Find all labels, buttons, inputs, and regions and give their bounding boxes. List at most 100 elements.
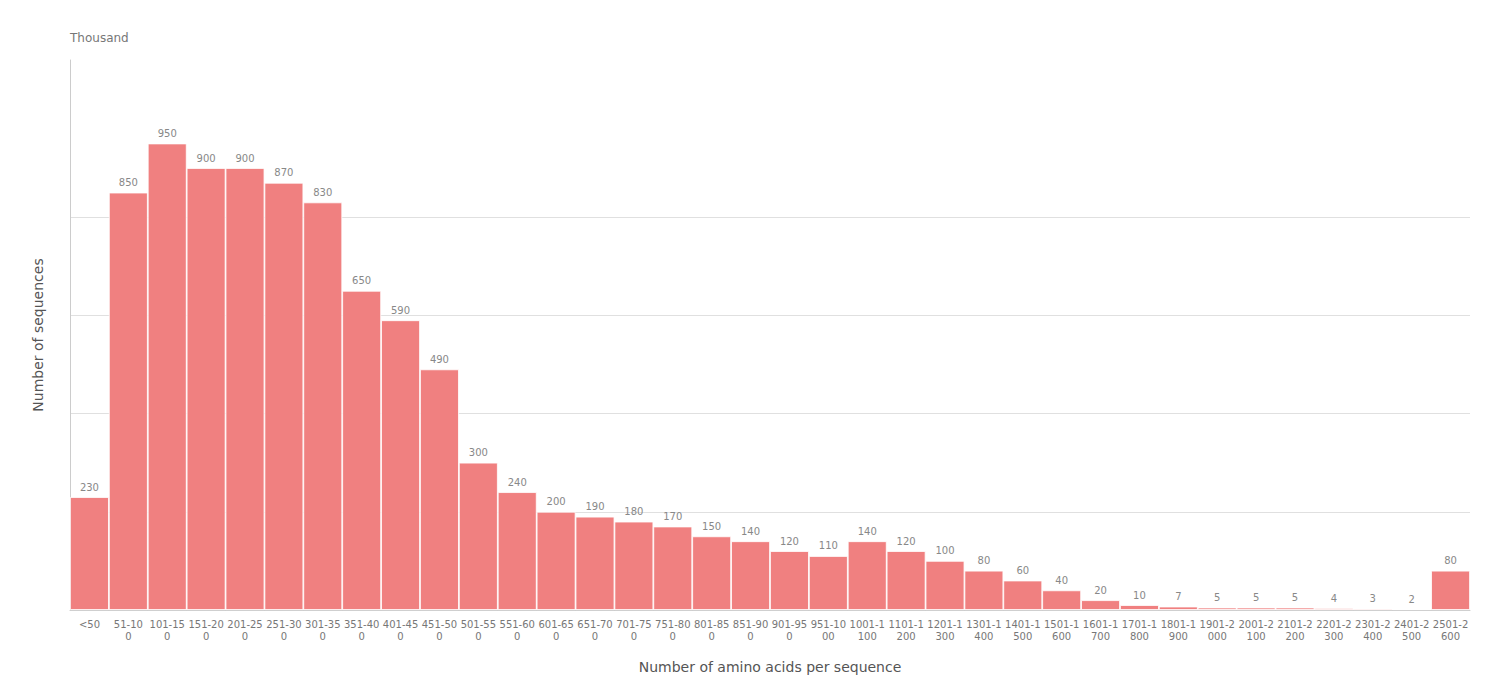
svg-text:150: 150 [702, 521, 721, 532]
svg-text:1001-1: 1001-1 [850, 619, 885, 630]
svg-text:900: 900 [235, 153, 254, 164]
svg-text:600: 600 [1052, 631, 1071, 642]
svg-text:00: 00 [822, 631, 835, 642]
svg-text:190: 190 [585, 501, 604, 512]
svg-text:60: 60 [1016, 565, 1029, 576]
svg-text:0: 0 [358, 631, 364, 642]
svg-text:950: 950 [158, 128, 177, 139]
svg-text:100: 100 [1247, 631, 1266, 642]
svg-text:1601-1: 1601-1 [1083, 619, 1118, 630]
svg-text:700: 700 [1091, 631, 1110, 642]
svg-text:1901-2: 1901-2 [1200, 619, 1235, 630]
svg-text:200: 200 [1285, 631, 1304, 642]
svg-text:201-25: 201-25 [227, 619, 262, 630]
svg-text:801-85: 801-85 [694, 619, 729, 630]
svg-text:951-10: 951-10 [811, 619, 846, 630]
svg-text:0: 0 [475, 631, 481, 642]
svg-text:901-95: 901-95 [772, 619, 807, 630]
svg-text:1701-1: 1701-1 [1122, 619, 1157, 630]
svg-text:400: 400 [974, 631, 993, 642]
svg-text:100: 100 [935, 545, 954, 556]
svg-text:100: 100 [858, 631, 877, 642]
svg-text:1201-1: 1201-1 [927, 619, 962, 630]
svg-text:1501-1: 1501-1 [1044, 619, 1079, 630]
svg-text:5: 5 [1214, 592, 1220, 603]
svg-text:401-45: 401-45 [383, 619, 418, 630]
svg-text:300: 300 [1324, 631, 1343, 642]
svg-text:0: 0 [747, 631, 753, 642]
svg-text:80: 80 [978, 555, 991, 566]
svg-text:351-40: 351-40 [344, 619, 379, 630]
svg-text:2: 2 [1408, 594, 1414, 605]
svg-text:180: 180 [624, 506, 643, 517]
svg-text:751-80: 751-80 [655, 619, 690, 630]
svg-text:800: 800 [1130, 631, 1149, 642]
svg-text:2401-2: 2401-2 [1394, 619, 1429, 630]
svg-text:2201-2: 2201-2 [1316, 619, 1351, 630]
svg-text:000: 000 [1208, 631, 1227, 642]
svg-text:80: 80 [1444, 555, 1457, 566]
svg-text:0: 0 [125, 631, 131, 642]
svg-text:300: 300 [935, 631, 954, 642]
svg-text:7: 7 [1175, 591, 1181, 602]
svg-text:600: 600 [1441, 631, 1460, 642]
svg-text:0: 0 [553, 631, 559, 642]
svg-text:590: 590 [391, 305, 410, 316]
svg-text:400: 400 [1363, 631, 1382, 642]
svg-text:301-35: 301-35 [305, 619, 340, 630]
svg-text:Thousand: Thousand [69, 31, 129, 45]
svg-text:151-20: 151-20 [188, 619, 223, 630]
svg-text:<50: <50 [79, 619, 100, 630]
svg-text:0: 0 [670, 631, 676, 642]
svg-text:870: 870 [274, 167, 293, 178]
svg-text:1301-1: 1301-1 [966, 619, 1001, 630]
svg-text:500: 500 [1402, 631, 1421, 642]
svg-text:120: 120 [897, 536, 916, 547]
svg-text:551-60: 551-60 [500, 619, 535, 630]
svg-text:230: 230 [80, 482, 99, 493]
svg-text:0: 0 [786, 631, 792, 642]
svg-text:251-30: 251-30 [266, 619, 301, 630]
svg-text:851-90: 851-90 [733, 619, 768, 630]
svg-text:200: 200 [547, 496, 566, 507]
svg-text:101-15: 101-15 [150, 619, 185, 630]
svg-text:140: 140 [858, 526, 877, 537]
svg-text:650: 650 [352, 275, 371, 286]
svg-text:40: 40 [1055, 575, 1068, 586]
svg-text:0: 0 [436, 631, 442, 642]
svg-text:2001-2: 2001-2 [1238, 619, 1273, 630]
svg-text:501-55: 501-55 [461, 619, 496, 630]
svg-text:0: 0 [164, 631, 170, 642]
svg-text:0: 0 [592, 631, 598, 642]
svg-text:2101-2: 2101-2 [1277, 619, 1312, 630]
svg-text:0: 0 [397, 631, 403, 642]
svg-text:3: 3 [1370, 593, 1376, 604]
svg-text:0: 0 [242, 631, 248, 642]
svg-text:Number of sequences: Number of sequences [30, 258, 46, 411]
svg-text:51-10: 51-10 [114, 619, 143, 630]
svg-text:2501-2: 2501-2 [1433, 619, 1468, 630]
svg-text:500: 500 [1013, 631, 1032, 642]
svg-text:2301-2: 2301-2 [1355, 619, 1390, 630]
svg-text:0: 0 [708, 631, 714, 642]
svg-text:490: 490 [430, 354, 449, 365]
svg-text:701-75: 701-75 [616, 619, 651, 630]
svg-text:5: 5 [1253, 592, 1259, 603]
svg-text:0: 0 [320, 631, 326, 642]
svg-text:651-70: 651-70 [577, 619, 612, 630]
svg-text:140: 140 [741, 526, 760, 537]
svg-text:451-50: 451-50 [422, 619, 457, 630]
svg-text:0: 0 [514, 631, 520, 642]
svg-text:1401-1: 1401-1 [1005, 619, 1040, 630]
svg-text:0: 0 [631, 631, 637, 642]
svg-text:10: 10 [1133, 590, 1146, 601]
svg-text:200: 200 [897, 631, 916, 642]
svg-text:4: 4 [1331, 593, 1337, 604]
svg-text:601-65: 601-65 [538, 619, 573, 630]
svg-text:110: 110 [819, 540, 838, 551]
svg-text:240: 240 [508, 477, 527, 488]
svg-text:0: 0 [281, 631, 287, 642]
svg-text:Number of amino acids per sequ: Number of amino acids per sequence [639, 659, 902, 675]
svg-text:0: 0 [203, 631, 209, 642]
svg-text:900: 900 [197, 153, 216, 164]
